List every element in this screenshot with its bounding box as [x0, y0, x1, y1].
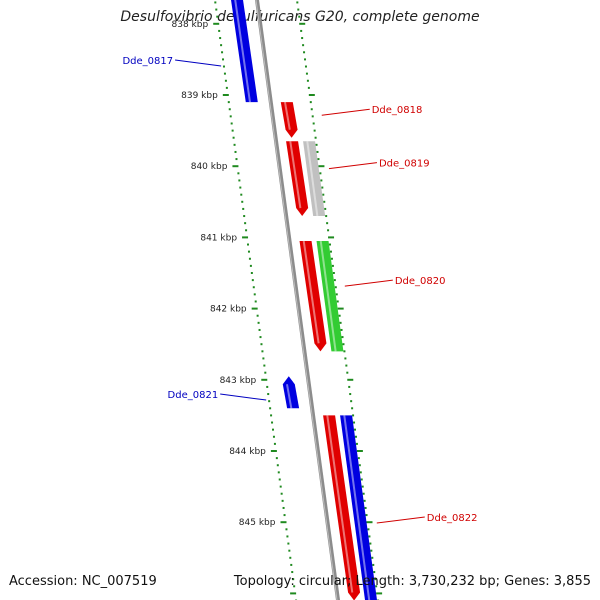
gene-arrow	[323, 415, 361, 600]
gene-arrow	[231, 0, 258, 103]
label-leader-line	[220, 393, 267, 401]
gene-label-Dde_0822: Dde_0822	[427, 513, 478, 524]
gene-features-layer	[229, 0, 377, 600]
gene-arrow	[282, 376, 300, 409]
genome-backbone	[254, 0, 341, 600]
gene-Dde_0818[interactable]	[280, 101, 298, 138]
scale-label: 843 kbp	[220, 376, 257, 386]
accession-text: Accession: NC_007519	[9, 574, 157, 589]
paired-feature-block	[340, 415, 377, 600]
label-leader-line	[344, 279, 393, 287]
paired-feature-block-shine	[343, 415, 371, 600]
gene-arrow-shine	[302, 240, 320, 344]
gene-arrow-shine	[284, 101, 291, 130]
gene-arrow-shine	[234, 0, 251, 103]
gene-Dde_0820[interactable]	[299, 240, 344, 352]
gene-arrow-shine	[289, 141, 302, 209]
gene-label-Dde_0817: Dde_0817	[122, 56, 173, 67]
label-leader-line	[328, 162, 378, 170]
label-leader-line	[175, 59, 222, 67]
scale-label: 842 kbp	[210, 305, 247, 315]
scale-label: 844 kbp	[229, 447, 266, 457]
gene-Dde_0817[interactable]	[229, 0, 258, 103]
gene-arrow-shine	[326, 415, 354, 593]
gene-arrow	[299, 240, 327, 352]
gene-label-Dde_0821: Dde_0821	[168, 390, 219, 401]
label-leader-line	[376, 516, 425, 524]
label-leader-line	[321, 108, 370, 116]
scale-label: 845 kbp	[239, 518, 276, 528]
scale-label: 838 kbp	[172, 20, 209, 30]
gene-label-Dde_0819: Dde_0819	[379, 159, 430, 170]
paired-feature-block	[316, 240, 344, 352]
gene-label-Dde_0820: Dde_0820	[395, 276, 446, 287]
gene-arrow	[286, 141, 309, 217]
scale-label: 841 kbp	[200, 233, 237, 243]
backbone-layer	[254, 0, 341, 600]
gene-Dde_0822[interactable]	[323, 415, 377, 600]
paired-feature-block-shine	[306, 141, 319, 217]
genome-backbone-highlight	[255, 0, 338, 600]
labels-layer: 838 kbp 839 kbp 840 kbp 841 kbp 842 kbp 843 k…	[122, 20, 477, 528]
gene-label-Dde_0818: Dde_0818	[372, 105, 423, 116]
scale-label: 840 kbp	[191, 162, 228, 172]
gene-arrow-shine	[286, 384, 293, 409]
paired-feature-block-shine	[319, 240, 337, 352]
gene-arrow	[280, 102, 298, 138]
tick-marks-layer	[213, 1, 383, 600]
gene-Dde_0821[interactable]	[282, 376, 300, 409]
scale-label: 839 kbp	[181, 91, 218, 101]
gene-Dde_0819[interactable]	[286, 141, 326, 217]
paired-feature-block	[303, 141, 326, 217]
topology-summary: Topology: circular; Length: 3,730,232 bp…	[233, 574, 591, 589]
